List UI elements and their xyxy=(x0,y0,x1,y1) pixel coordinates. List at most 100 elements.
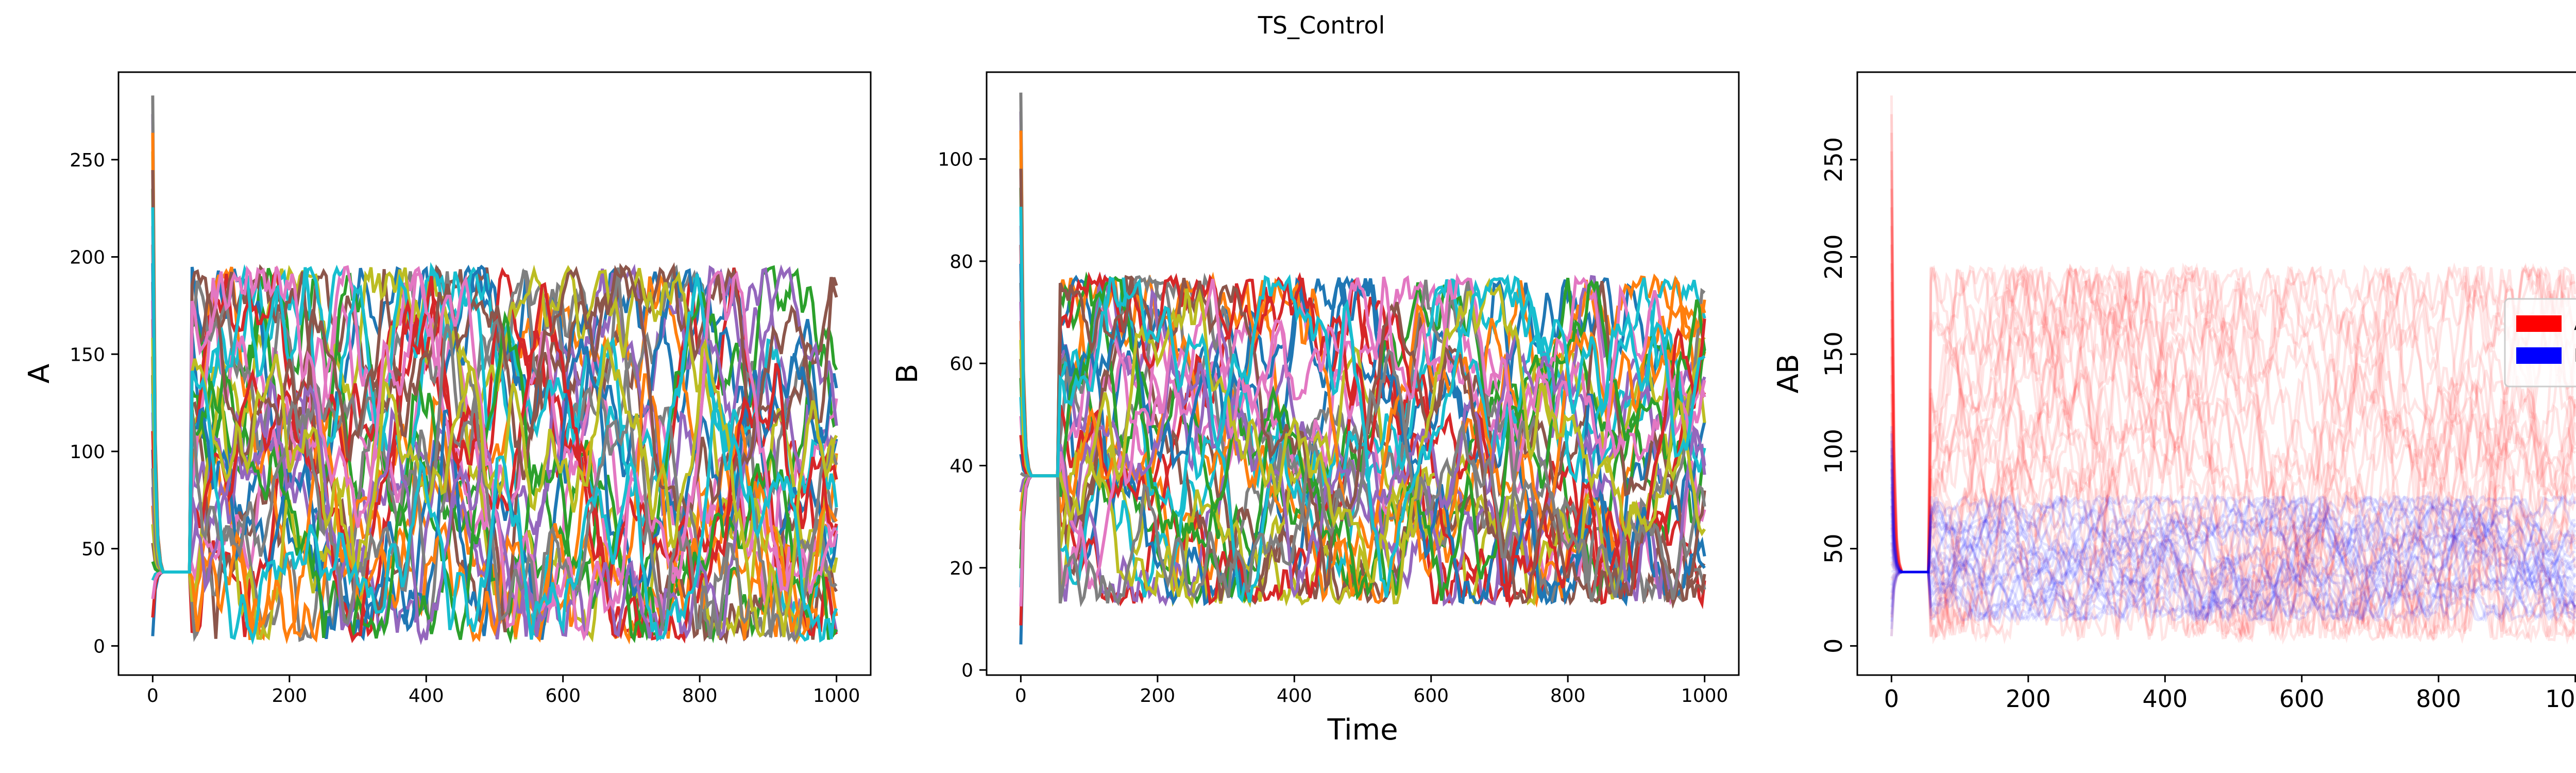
series-b-run xyxy=(1890,497,2576,620)
series-run xyxy=(151,337,838,638)
series-run xyxy=(1019,275,1706,607)
series-a-run xyxy=(1890,189,2576,641)
series-b-run xyxy=(1890,455,2576,624)
x-tick-label: 0 xyxy=(147,685,159,707)
y-tick-label: 200 xyxy=(1820,234,1848,280)
x-tick-label: 1000 xyxy=(813,685,860,707)
series-b-run xyxy=(1890,492,2576,624)
x-tick-label: 200 xyxy=(1140,685,1175,707)
series-a-run xyxy=(1890,207,2576,642)
x-tick-label: 0 xyxy=(1015,685,1027,707)
axes-frame xyxy=(1856,71,2576,676)
legend-label-b: B xyxy=(2574,345,2576,366)
series-b-run xyxy=(1890,500,2576,622)
plot-lines xyxy=(1890,95,2576,645)
x-tick-label: 0 xyxy=(1884,685,1899,713)
figure-title: TS_Control xyxy=(1258,11,1385,39)
series-a-run xyxy=(1890,244,2576,632)
series-run xyxy=(1019,149,1706,609)
series-b-run xyxy=(1890,494,2576,615)
series-a-run xyxy=(1890,114,2576,640)
series-run xyxy=(1019,273,1706,607)
series-run xyxy=(151,95,838,640)
series-a-run xyxy=(1890,265,2576,637)
x-tick-label: 600 xyxy=(1413,685,1449,707)
series-a-run xyxy=(1890,226,2576,634)
y-tick-label: 200 xyxy=(70,247,105,268)
series-b-run xyxy=(1890,543,2576,624)
series-b-run xyxy=(1890,492,2576,618)
series-run xyxy=(151,324,838,643)
series-run xyxy=(1020,348,1706,608)
series-b-run xyxy=(1890,469,2576,623)
panel-a: 0 200 400 600 800 1000 0 50 100 150 200 250 A xyxy=(23,71,872,707)
series-b-run xyxy=(1890,493,2576,622)
x-tick-label: 1000 xyxy=(2545,685,2576,713)
x-tick-label: 1000 xyxy=(1681,685,1728,707)
plot-lines xyxy=(1019,92,1706,645)
y-tick-label: 100 xyxy=(1820,429,1848,474)
series-b-run xyxy=(1890,491,2576,623)
series-a-run xyxy=(1890,263,2576,618)
series-a-run xyxy=(1890,268,2576,640)
series-a-run xyxy=(1890,262,2576,643)
x-tick-label: 800 xyxy=(1550,685,1586,707)
series-b-run xyxy=(1890,462,2576,610)
y-axis-label: AB xyxy=(1772,354,1805,394)
y-tick-label: 20 xyxy=(950,558,973,579)
x-axis-label: Time xyxy=(1327,713,1398,747)
series-run xyxy=(1019,278,1706,601)
x-tick-label: 400 xyxy=(409,685,444,707)
series-b-run xyxy=(1890,477,2576,595)
x-tick-label: 400 xyxy=(1277,685,1312,707)
series-run xyxy=(1019,301,1706,601)
series-a-run xyxy=(1890,170,2576,642)
series-b-run xyxy=(1890,495,2576,624)
x-tick-label: 200 xyxy=(272,685,307,707)
x-tick-label: 200 xyxy=(2006,685,2051,713)
series-b-run xyxy=(1890,440,2576,621)
y-axis-label: B xyxy=(891,364,924,383)
series-b-run xyxy=(1890,433,2576,623)
y-tick-label: 60 xyxy=(950,354,973,375)
series-a-run xyxy=(1890,266,2576,643)
series-a-run xyxy=(1890,263,2576,643)
series-run xyxy=(151,170,838,574)
series-run xyxy=(151,267,837,640)
y-axis-label: A xyxy=(23,364,56,383)
axes-frame xyxy=(986,71,1740,676)
y-tick-label: 150 xyxy=(1820,331,1848,377)
series-b-run xyxy=(1890,495,2576,624)
panel-ab: 02004006008001000050100150200250ABAB xyxy=(1772,71,2576,713)
x-tick-label: 800 xyxy=(2416,685,2461,713)
panel-b: 0 200 400 600 800 1000 0 20 40 60 80 100 B Time xyxy=(891,71,1740,747)
series-b-run xyxy=(1890,494,2576,610)
series-b-run xyxy=(1890,498,2576,624)
series-b-run xyxy=(1890,514,2576,624)
series-a-run xyxy=(1890,265,2576,641)
y-tick-label: 100 xyxy=(70,442,105,463)
series-a-run xyxy=(1890,262,2576,577)
series-b-run xyxy=(1891,495,2576,626)
series-a-run xyxy=(1890,151,2576,639)
axes-frame xyxy=(117,71,872,676)
legend-swatch-a xyxy=(2516,315,2562,332)
series-run xyxy=(1019,277,1706,604)
series-b-run xyxy=(1890,492,2576,626)
x-tick-label: 600 xyxy=(2279,685,2325,713)
series-b-run xyxy=(1890,495,2576,623)
series-run xyxy=(151,207,838,645)
y-tick-label: 80 xyxy=(950,251,973,273)
series-a-run xyxy=(1890,262,2576,642)
x-tick-label: 600 xyxy=(545,685,581,707)
legend: AB xyxy=(2504,298,2576,388)
series-a-run xyxy=(1890,95,2576,639)
series-a-run xyxy=(1890,265,2575,642)
series-a-run xyxy=(1890,467,2576,644)
y-tick-label: 250 xyxy=(70,150,105,171)
y-tick-label: 40 xyxy=(950,456,973,477)
series-run xyxy=(1019,296,1706,626)
series-b-run xyxy=(1890,493,2576,629)
y-tick-label: 100 xyxy=(938,149,973,171)
series-b-run xyxy=(1890,495,2576,623)
